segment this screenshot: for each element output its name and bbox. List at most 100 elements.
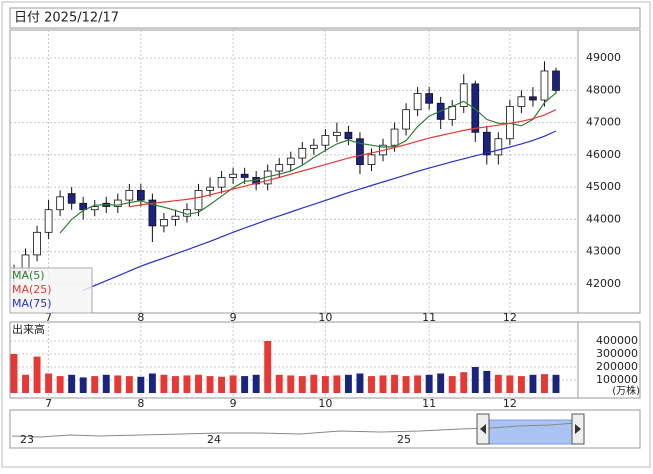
volume-bar: [264, 340, 272, 393]
volume-bar: [218, 376, 226, 393]
candle-body: [136, 189, 145, 201]
y-tick-label: 400000: [596, 334, 638, 347]
volume-bar: [241, 376, 249, 393]
volume-bar: [344, 374, 352, 393]
candle-body: [90, 206, 99, 211]
candle-body: [286, 157, 295, 165]
ma-line: [59, 92, 557, 234]
x-tick-label: 12: [503, 311, 517, 324]
x-tick-label: 12: [503, 397, 517, 410]
header: 日付 2025/12/17: [14, 11, 119, 26]
volume-bar: [541, 374, 548, 393]
candle-body: [56, 196, 64, 211]
navigator-label: 24: [207, 433, 221, 446]
ma-line: [82, 130, 557, 291]
volume-bar: [321, 376, 329, 393]
volume-bar: [229, 375, 237, 393]
legend-box: [9, 267, 93, 314]
candle-body: [309, 144, 318, 149]
y-tick-label: 100000: [596, 373, 638, 386]
plot-area: 42000 43000 44000 45000 46000 47000 48000 49000…: [10, 30, 638, 410]
candle-body: [194, 189, 203, 211]
volume-bar: [148, 373, 156, 393]
candle-body: [240, 173, 249, 178]
candle-body: [44, 209, 53, 233]
legend-label: MA(5): [12, 269, 45, 282]
navigator-label: 23: [20, 433, 34, 446]
volume-title: 出来高: [12, 322, 45, 336]
volume-bar: [552, 374, 560, 393]
volume-bar: [137, 376, 145, 393]
volume-bar: [425, 374, 433, 393]
candle-body: [390, 128, 399, 146]
volume-bar: [275, 374, 283, 393]
candle-body: [171, 215, 180, 220]
volume-bar: [195, 374, 202, 393]
ma-line: [129, 109, 557, 208]
candle-body: [529, 96, 537, 101]
navigator-line: [11, 422, 577, 438]
candle-body: [552, 70, 560, 91]
y-tick-label: 300000: [596, 347, 638, 360]
y-tick-label: 43000: [586, 245, 621, 258]
handle-arrow: [480, 424, 486, 434]
y-tick-label: 47000: [586, 116, 621, 129]
volume-bar: [368, 376, 375, 393]
volume-bar: [102, 374, 110, 393]
volume-bar: [471, 366, 479, 393]
candle-body: [321, 135, 330, 146]
volume-unit: (万株): [612, 384, 640, 397]
volume-bar: [529, 374, 537, 393]
volume-bar: [391, 374, 399, 393]
volume-bar: [114, 375, 122, 393]
volume-bar: [437, 373, 445, 393]
y-tick-label: 44000: [586, 212, 621, 225]
candle-body: [148, 199, 157, 227]
legend-label: MA(25): [12, 283, 52, 296]
candle-body: [160, 219, 168, 227]
y-tick-label: 45000: [586, 180, 621, 193]
candle-body: [229, 173, 237, 178]
candle-body: [33, 231, 41, 256]
volume-bar: [125, 376, 133, 393]
candle-body: [217, 177, 226, 188]
header-bar: [9, 7, 641, 29]
volume-bar: [206, 376, 214, 393]
handle-arrow: [575, 424, 581, 434]
volume-bar: [494, 374, 502, 393]
candle-body: [125, 189, 134, 201]
volume-bar: [56, 376, 64, 393]
volume-bar: [33, 356, 41, 393]
volume-bar: [356, 373, 364, 393]
candle-body: [459, 83, 468, 107]
y-tick-label: 49000: [586, 51, 621, 64]
volume-bar: [298, 376, 306, 393]
volume-bar: [402, 376, 410, 393]
volume-bar: [10, 353, 18, 393]
x-tick-label: 9: [230, 311, 237, 324]
volume-bar: [483, 370, 491, 393]
x-tick-label: 8: [137, 397, 144, 410]
candle-body: [413, 93, 422, 111]
x-tick-label: 8: [137, 311, 144, 324]
x-tick-label: 10: [318, 311, 332, 324]
volume-bar: [506, 375, 514, 393]
candle-body: [482, 131, 491, 156]
volume-bar: [460, 372, 468, 393]
candle-body: [275, 164, 284, 172]
volume-bar: [414, 375, 422, 393]
navigator-label: 25: [397, 433, 411, 446]
volume-bar: [45, 373, 53, 393]
candle-body: [402, 109, 410, 130]
candle-body: [425, 93, 434, 104]
candle-body: [333, 131, 341, 136]
candle-body: [471, 83, 480, 133]
legend: MA(5)MA(25)MA(75): [12, 269, 52, 310]
volume-bar: [160, 374, 168, 393]
candle-body: [494, 138, 503, 156]
y-tick-label: 46000: [586, 148, 621, 161]
volume-bar: [517, 376, 525, 393]
volume-bar: [333, 375, 341, 393]
volume-bar: [22, 374, 29, 393]
